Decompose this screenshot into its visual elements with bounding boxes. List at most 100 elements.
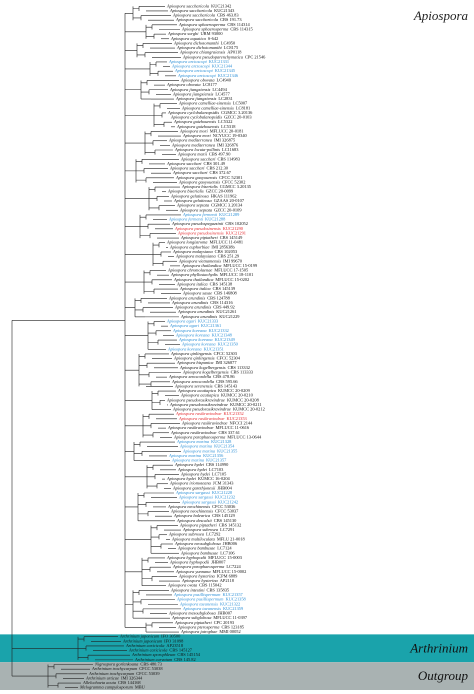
strain-id: KUC21322 (220, 601, 240, 606)
taxon-label: Apiospora rasikravindrae MFLUCC 11-0616 (167, 425, 250, 430)
taxon-name: Apiospora septata (179, 207, 213, 212)
strain-id: KUC21351 (204, 346, 224, 351)
taxon-label: Apiospora rasikravindrae NFCCI 2144 (181, 420, 253, 425)
taxon-label: Apiospora locuta-pollinis LC11683 (174, 147, 239, 152)
taxon-name: Apiospora mediterranea (168, 138, 213, 143)
clade-label: Arthrinium (409, 640, 468, 655)
taxon-name: Apiospora fermenti (182, 212, 218, 217)
strain-id: CBS 212.30 (207, 166, 229, 171)
taxon-name: Apiospora saccharicola (175, 17, 219, 22)
strain-id: GZCC 20-0099 (206, 189, 234, 194)
taxon-label: Apiospora subrosea LC7292 (168, 532, 221, 537)
taxon-name: Apiospora koreana (172, 328, 207, 333)
branch (154, 112, 163, 118)
strain-id: KUC21353 (227, 416, 248, 421)
strain-id: CBS 124788 (207, 295, 230, 300)
strain-id: CBS 337.61 (219, 430, 240, 435)
taxon-label: Apiospora qinlingensis CFCC 52303 (170, 351, 238, 356)
branch (138, 502, 147, 507)
strain-id: NCYUCC 19-0340 (213, 133, 248, 138)
taxon-label: Apiospora marina KUC21356 (168, 453, 224, 458)
taxon-label: Arthrinium curvatum CBS 145.82 (134, 657, 196, 662)
taxon-name: Apiospora pseudospegazzinii (171, 221, 224, 226)
branch (138, 493, 145, 498)
taxon-label: Arthrinium caricicola CBS 145127 (128, 648, 193, 653)
taxon-label: Apiospora euphorbiae IMI 285638b (169, 244, 236, 249)
branch (145, 140, 154, 146)
branch (136, 159, 143, 164)
taxon-label: Apiospora vietnamensis IMI 99670 (178, 258, 243, 263)
strain-id: KUC21342 (211, 3, 231, 8)
taxon-label: Arthrinium sporophleum CBS 145154 (131, 652, 201, 657)
taxon-name: Apiospora pterosperma (177, 624, 220, 629)
taxon-label: Apiospora acutiapica KUMCC 20-0209 (177, 388, 251, 393)
taxon-name: Apiospora neosubglobosa (174, 541, 222, 546)
strain-id: CBS 144168 (118, 680, 141, 685)
strain-id: LC7106 (220, 550, 235, 555)
taxon-label: Apiospora obovata LC4940 (180, 77, 232, 82)
taxon-label: Apiospora longistroma MFLUCC 11-0481 (166, 240, 243, 245)
taxon-label: Apiospora neochinensis CFCC 53037 (170, 509, 239, 514)
taxon-label: Apiospora septata GZCC 20-0109 (179, 207, 242, 212)
taxon-name: Apiospora arundinis (177, 309, 215, 314)
taxon-label: Apiospora hydei CBS 114990 (174, 462, 229, 467)
strain-id: CBS 145138 (210, 281, 233, 286)
branch (125, 6, 134, 21)
taxon-label: Apiospora koreana KUC21332 (172, 328, 229, 333)
taxon-name: Apiospora gelatinosa (173, 198, 212, 203)
taxon-label: Apiospora hispanica IMI 326877 (176, 360, 237, 365)
taxon-name: Apiospora arundinis (171, 300, 209, 305)
strain-id: LC5318 (221, 124, 236, 129)
taxon-name: Apiospora garethjonesii (172, 485, 216, 490)
taxon-name: Apiospora rasikravindrae (178, 416, 225, 421)
taxon-label: Apiospora pseudorasikravindrae KUMCC 20-0… (169, 402, 262, 407)
taxon-label: Melogramma campylosporum MBU (79, 685, 146, 690)
strain-id: KUC21359 (223, 606, 244, 611)
branch (125, 80, 142, 100)
strain-id: KUC21348 (212, 332, 233, 337)
taxon-name: Apiospora cyclobalanopsidis (170, 115, 222, 120)
taxon-name: Arthrinium trachycarpum (91, 666, 137, 671)
branch (144, 270, 151, 276)
branch (125, 442, 135, 461)
strain-id: CBS 595.66 (216, 379, 238, 384)
taxon-label: Apiospora marina KUC21355 (182, 448, 238, 453)
taxon-label: Apiospora saccharicola CBS 463.83 (172, 13, 239, 18)
taxon-name: Apiospora rasikravindrae (181, 420, 228, 425)
taxon-name: Apiospora hysterina (178, 573, 216, 578)
branch (145, 131, 152, 137)
taxon-name: Apiospora intestini (170, 587, 205, 592)
strain-id: LC7291 (220, 527, 234, 532)
taxon-label: Apiospora multiloculata MFLU 21-0018 (171, 536, 246, 541)
strain-id: CBS 497.90 (209, 152, 231, 157)
strain-id: CBS 480.73 (140, 662, 162, 667)
taxon-label: Apiospora sasae CBS 146808 (182, 291, 238, 296)
taxon-label: Apiospora agari KUC21361 (169, 323, 221, 328)
strain-id: MFLUCC 17-1505 (214, 268, 249, 273)
branch (78, 636, 85, 642)
taxon-name: Apiospora biserialis (181, 184, 218, 189)
strain-id: CBS 449.92 (213, 305, 234, 310)
branch (125, 465, 148, 489)
taxon-name: Apiospora koreana (181, 342, 216, 347)
strain-id: CBS 146808 (214, 291, 237, 296)
taxon-label: Apiospora paraphaeosperma MFLUCC 13-0644 (173, 434, 262, 439)
strain-id: IMI 99670 (223, 258, 243, 263)
taxon-label: Apiospora gaoyouensis CFCC 52301 (175, 175, 242, 180)
taxon-name: Apiospora arctoscopi (171, 64, 211, 69)
taxon-name: Apiospora guizhouensis (176, 124, 219, 129)
branch (133, 608, 144, 614)
taxon-name: Arthrinium japonicum (119, 634, 159, 639)
strain-id: LC4950 (221, 40, 236, 45)
taxon-label: Apiospora balearica CBS 145129 (173, 513, 236, 518)
taxon-label: Apiospora acutiapica KUMCC 20-0210 (180, 393, 254, 398)
strain-id: KUC21350 (218, 342, 239, 347)
strain-id: LC2831 (218, 96, 232, 101)
taxon-label: Apiospora pseudoparenchymatica CPC 21546 (182, 54, 266, 59)
strain-id: IMI 326344 (121, 675, 143, 680)
taxon-name: Apiospora bambusae (180, 550, 218, 555)
taxon-name: Apiospora neochinensis (170, 509, 213, 514)
strain-id: IMI 326875 (214, 138, 236, 143)
branch (137, 52, 146, 58)
